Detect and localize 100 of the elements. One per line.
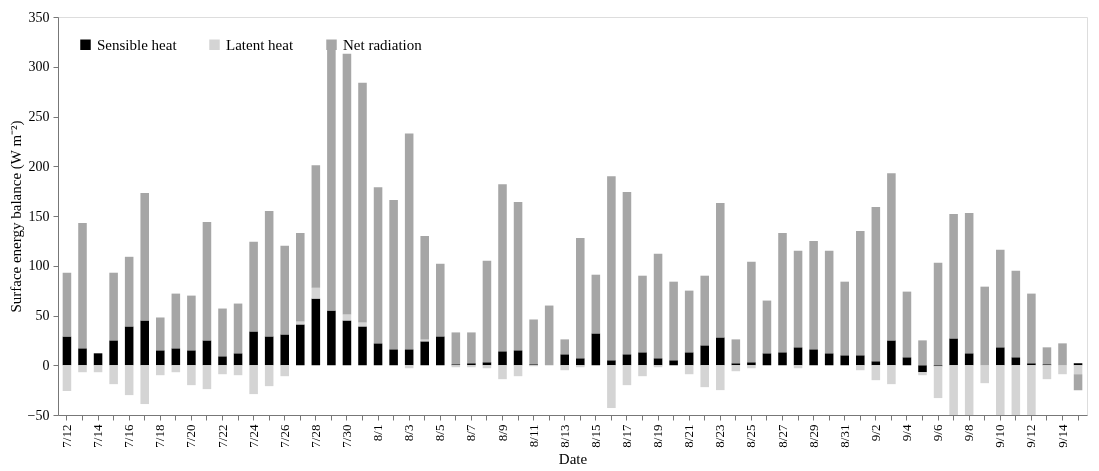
bar: [420, 341, 429, 366]
bar: [622, 192, 632, 355]
bar: [793, 250, 803, 348]
x-tick-label: 7/22: [214, 424, 230, 448]
bar: [171, 365, 181, 373]
bar: [544, 305, 554, 366]
x-axis-title: Date: [558, 450, 588, 467]
bar: [576, 237, 585, 359]
bar: [871, 365, 881, 381]
bar: [700, 345, 709, 366]
bar: [1027, 293, 1036, 364]
bar: [653, 253, 663, 359]
bar: [124, 256, 134, 327]
x-tick-label: 8/11: [525, 424, 541, 448]
x-tick-label: 8/23: [712, 424, 728, 448]
bar: [171, 293, 181, 349]
bar: [949, 365, 958, 415]
bar: [296, 232, 305, 322]
bar: [264, 211, 274, 337]
bar: [451, 332, 461, 365]
bar: [638, 352, 647, 366]
bar: [824, 353, 834, 366]
bar: [140, 365, 149, 405]
bar: [1011, 357, 1021, 366]
x-tick-label: 9/10: [992, 424, 1008, 448]
bar: [156, 350, 165, 366]
bar: [327, 310, 336, 366]
x-tick-label: 8/25: [743, 424, 759, 448]
bar: [607, 365, 616, 409]
bar: [980, 365, 989, 384]
bar: [280, 334, 289, 366]
bar: [62, 272, 72, 337]
bar: [949, 338, 958, 366]
bar: [887, 365, 896, 385]
bar: [684, 290, 694, 353]
bar: [233, 365, 243, 376]
bar: [996, 347, 1005, 366]
bar: [918, 365, 927, 373]
bar: [933, 366, 943, 399]
x-tick-label: 7/30: [338, 424, 354, 448]
bar: [902, 357, 912, 366]
bar: [404, 133, 414, 350]
y-axis-title: Surface energy balance (W m⁻²): [7, 120, 25, 313]
bar: [93, 365, 103, 373]
x-tick-label: 9/6: [930, 424, 946, 442]
bar: [78, 365, 87, 373]
bar: [280, 365, 289, 377]
bar: [996, 249, 1005, 348]
bar: [404, 349, 414, 366]
bar: [498, 365, 507, 380]
bar: [856, 355, 865, 366]
bar: [871, 361, 881, 366]
bar: [109, 340, 118, 366]
bar: [560, 354, 569, 366]
bar: [576, 358, 585, 366]
x-tick-label: 8/15: [587, 424, 603, 448]
legend-label: Net radiation: [343, 36, 423, 53]
x-tick-label: 7/26: [276, 424, 292, 448]
bar: [1011, 365, 1021, 415]
bar: [653, 358, 663, 366]
bar: [78, 348, 87, 366]
x-tick-label: 9/8: [961, 424, 977, 442]
bar: [140, 320, 149, 366]
x-tick-label: 9/4: [898, 424, 914, 442]
bar: [1011, 270, 1021, 358]
bar: [716, 203, 725, 338]
x-tick-label: 8/21: [681, 424, 697, 448]
x-tick-label: 8/19: [650, 424, 666, 448]
x-tick-label: 8/31: [836, 424, 852, 448]
bar: [171, 348, 181, 366]
bar: [78, 222, 87, 349]
bar: [669, 281, 678, 361]
bar: [622, 354, 632, 366]
bar: [482, 260, 492, 363]
legend-label: Latent heat: [226, 36, 294, 53]
x-tick-label: 7/16: [121, 424, 137, 448]
x-tick-label: 8/27: [774, 424, 790, 448]
bar: [93, 353, 103, 366]
bar: [684, 352, 694, 366]
bar: [607, 360, 616, 366]
bar: [436, 336, 445, 366]
bar: [793, 347, 803, 366]
bar: [109, 272, 118, 341]
bar: [420, 235, 429, 340]
x-tick-label: 8/13: [556, 424, 572, 448]
x-tick-label: 9/2: [867, 424, 883, 442]
bar: [762, 300, 772, 354]
bar: [918, 340, 927, 366]
y-tick-label: 100: [28, 258, 50, 274]
bar: [373, 187, 383, 344]
bar: [840, 281, 849, 356]
bar: [311, 287, 321, 299]
bar: [560, 365, 569, 371]
bar: [591, 274, 601, 334]
bar: [513, 365, 523, 377]
bar: [513, 350, 523, 366]
x-tick-label: 9/14: [1054, 424, 1070, 448]
bar: [218, 356, 227, 366]
bar: [638, 365, 647, 377]
x-tick-label: 8/3: [401, 424, 417, 442]
